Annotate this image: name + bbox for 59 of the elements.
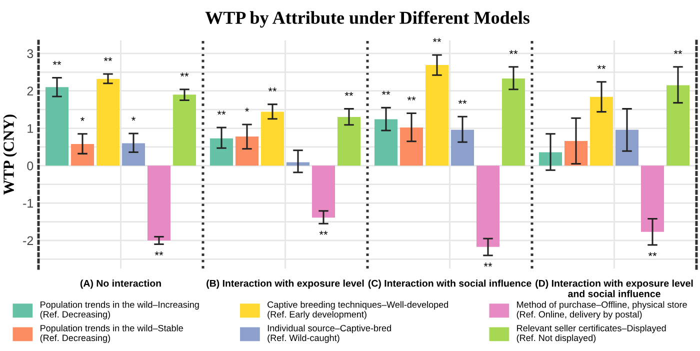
y-tick-label: -2 bbox=[23, 236, 34, 245]
bar bbox=[615, 130, 639, 166]
legend-label: Population trends in the wild–Increasing (Ref. Decreasing) bbox=[40, 301, 199, 320]
y-tick-label: -1 bbox=[23, 198, 34, 208]
bar bbox=[122, 143, 146, 166]
data-label: ** bbox=[52, 60, 62, 65]
y-tick-label: 2 bbox=[27, 86, 34, 96]
bar bbox=[476, 166, 500, 247]
data-label: ** bbox=[484, 262, 492, 267]
bar bbox=[640, 166, 664, 232]
data-label: * bbox=[80, 117, 84, 121]
bar bbox=[590, 96, 614, 166]
bar bbox=[502, 78, 526, 166]
x-tick-label: (B) Interaction with exposure level bbox=[206, 280, 364, 289]
bar bbox=[374, 119, 398, 166]
data-label: ** bbox=[458, 100, 467, 104]
data-label: ** bbox=[432, 38, 442, 42]
bar bbox=[450, 130, 474, 166]
chart-title: WTP by Attribute under Different Models bbox=[205, 10, 530, 28]
bar bbox=[260, 112, 284, 166]
bar bbox=[425, 65, 449, 166]
x-tick-label: (C) Interaction with social influence bbox=[368, 280, 532, 289]
y-tick-label: 1 bbox=[28, 124, 34, 133]
data-label: ** bbox=[597, 65, 606, 69]
data-label: ** bbox=[509, 50, 518, 54]
bar bbox=[172, 94, 196, 166]
bar bbox=[96, 78, 120, 166]
data-label: ** bbox=[382, 90, 390, 95]
bar bbox=[400, 128, 424, 166]
legend-label: Relevant seller certificates–Displayed (Ref. Not displayed) bbox=[516, 324, 666, 343]
x-tick-label: (D) Interaction with exposure level and social influence bbox=[536, 280, 693, 298]
bar bbox=[70, 144, 94, 166]
data-label: ** bbox=[180, 72, 189, 76]
y-axis-title: WTP (CNY) bbox=[3, 114, 17, 195]
legend-label: Captive breeding techniques–Well-developed (Ref. Early development) bbox=[268, 301, 448, 320]
bar bbox=[337, 117, 361, 166]
data-label: ** bbox=[104, 57, 112, 62]
y-tick-label: 3 bbox=[27, 49, 34, 58]
data-label: ** bbox=[344, 92, 354, 96]
data-label: ** bbox=[268, 88, 277, 92]
legend-label: Individual source–Captive-bred (Ref. Wild-caught) bbox=[268, 324, 391, 343]
legend-label: Method of purchase–Offline, physical store (Ref. Online, delivery by postal) bbox=[516, 301, 687, 320]
x-tick-label: (A) No interaction bbox=[80, 280, 161, 289]
data-label: ** bbox=[319, 230, 328, 235]
data-label: * bbox=[132, 116, 136, 121]
bar bbox=[312, 166, 336, 218]
data-label: ** bbox=[407, 96, 416, 100]
bar bbox=[666, 85, 690, 166]
data-label: ** bbox=[217, 110, 226, 115]
data-label: * bbox=[245, 108, 249, 112]
data-label: ** bbox=[674, 50, 682, 54]
y-tick-label: 0 bbox=[27, 161, 34, 170]
bar bbox=[147, 166, 171, 240]
bar bbox=[235, 136, 259, 166]
legend-label: Population trends in the wild–Stable (Ref. Decreasing) bbox=[40, 324, 183, 343]
bar bbox=[210, 138, 234, 166]
data-label: ** bbox=[154, 251, 164, 256]
data-label: ** bbox=[648, 252, 657, 256]
bar bbox=[45, 87, 69, 166]
